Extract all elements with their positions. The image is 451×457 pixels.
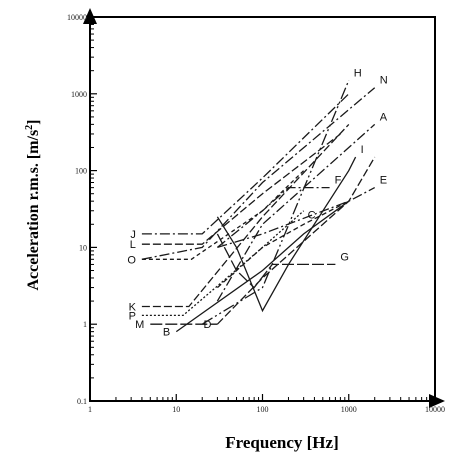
y-tick-label: 100 [75,167,87,176]
curve-c [216,200,350,289]
curve-label-d: D [203,319,211,331]
curve-labels: A B C D E F G H I J K L M N O P [127,67,387,338]
curve-label-c: C [308,209,316,221]
curve-label-l: L [130,239,136,251]
curve-label-m: M [135,319,144,331]
x-axis-arrow-icon [429,394,445,408]
curve-b [175,200,350,333]
curve-label-o: O [127,254,136,266]
curve-label-p: P [129,310,136,322]
curve-d [216,156,376,325]
y-tick-label: 10 [79,243,87,252]
curve-label-j: J [130,229,136,241]
y-tick-label: 0.1 [77,397,87,406]
x-tick-label: 100 [257,405,269,414]
curve-label-n: N [380,75,388,87]
curve-k [141,123,350,308]
curve-j [141,93,350,235]
curve-label-f: F [335,175,342,187]
curves-group [141,80,376,333]
curve-e [217,187,376,249]
curve-f [216,186,330,248]
curve-label-e: E [380,175,387,187]
y-axis-arrow-icon [83,8,97,24]
x-axis-title: Frequency [Hz] [225,433,338,452]
curve-n [141,87,376,260]
y-tick-label: 1 [83,320,87,329]
curve-o [141,170,305,260]
x-tick-label: 1000 [341,405,357,414]
curve-label-h: H [354,67,362,79]
curve-p [141,210,305,317]
curve-i [216,156,357,313]
x-tick-label: 10 [172,405,180,414]
curve-label-i: I [361,144,364,156]
y-tick-label: 1000 [71,90,87,99]
curve-label-b: B [163,327,170,339]
curve-label-k: K [129,302,137,314]
y-tick-label: 10000 [67,13,87,22]
curve-l [141,133,341,245]
curve-g [216,233,336,289]
x-tick-label: 10000 [425,405,445,414]
curve-label-g: G [340,251,349,263]
curve-label-a: A [380,111,388,123]
x-tick-label: 1 [88,405,92,414]
y-axis-title: Acceleration r.m.s. [m/s2] [24,119,42,290]
curve-a [216,123,376,302]
